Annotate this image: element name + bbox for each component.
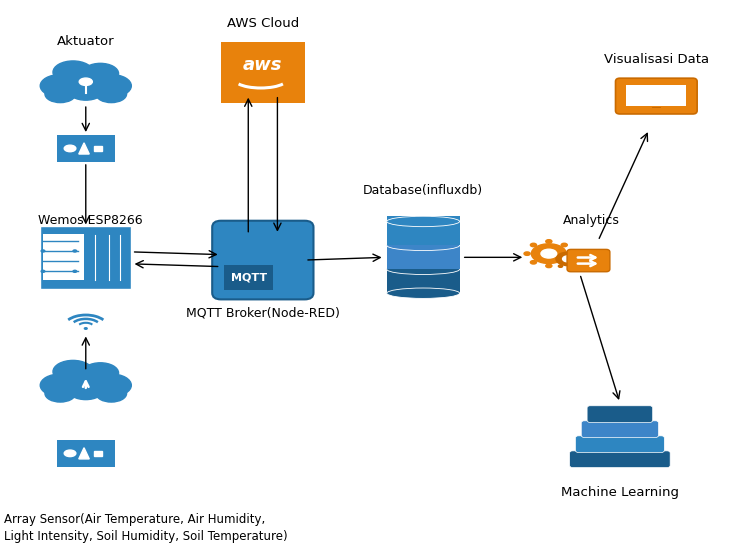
Ellipse shape	[387, 216, 460, 226]
Ellipse shape	[53, 360, 93, 383]
Ellipse shape	[82, 363, 119, 384]
Ellipse shape	[556, 252, 580, 266]
Ellipse shape	[387, 288, 460, 299]
Ellipse shape	[96, 385, 127, 402]
Ellipse shape	[64, 145, 76, 152]
FancyBboxPatch shape	[212, 221, 313, 299]
Text: Analytics: Analytics	[563, 214, 620, 228]
Bar	[652, 108, 660, 112]
Ellipse shape	[82, 63, 119, 84]
Ellipse shape	[96, 85, 127, 103]
Text: Machine Learning: Machine Learning	[561, 486, 679, 499]
FancyBboxPatch shape	[576, 436, 664, 452]
Ellipse shape	[41, 270, 45, 273]
Text: Aktuator: Aktuator	[57, 35, 114, 48]
Ellipse shape	[546, 264, 552, 268]
Ellipse shape	[567, 252, 573, 255]
Text: Array Sensor(Air Temperature, Air Humidity,
Light Intensity, Soil Humidity, Soil: Array Sensor(Air Temperature, Air Humidi…	[4, 513, 287, 543]
Bar	[387, 216, 460, 245]
Ellipse shape	[53, 61, 93, 83]
Ellipse shape	[581, 258, 585, 260]
Ellipse shape	[531, 261, 537, 264]
Ellipse shape	[45, 385, 76, 402]
FancyBboxPatch shape	[567, 249, 610, 272]
Ellipse shape	[73, 250, 77, 252]
Ellipse shape	[559, 265, 562, 268]
Bar	[626, 85, 686, 107]
Polygon shape	[79, 448, 89, 459]
Ellipse shape	[551, 258, 555, 260]
Ellipse shape	[41, 374, 80, 397]
FancyBboxPatch shape	[57, 440, 115, 467]
Ellipse shape	[91, 74, 131, 97]
Ellipse shape	[60, 365, 112, 395]
Ellipse shape	[85, 327, 87, 329]
Bar	[387, 240, 460, 269]
Ellipse shape	[68, 80, 104, 100]
Ellipse shape	[79, 78, 92, 85]
Ellipse shape	[387, 240, 460, 250]
FancyBboxPatch shape	[57, 135, 115, 162]
FancyBboxPatch shape	[587, 406, 653, 422]
Text: Database(influxdb): Database(influxdb)	[363, 184, 483, 198]
Ellipse shape	[64, 450, 76, 457]
Ellipse shape	[45, 85, 76, 103]
Text: MQTT Broker(Node-RED): MQTT Broker(Node-RED)	[186, 306, 340, 319]
Ellipse shape	[559, 250, 562, 253]
Ellipse shape	[73, 270, 77, 273]
Text: Wemos ESP8266: Wemos ESP8266	[38, 214, 143, 226]
Text: Visualisasi Data: Visualisasi Data	[604, 53, 709, 66]
Ellipse shape	[561, 261, 567, 264]
Text: aws: aws	[243, 56, 282, 74]
FancyBboxPatch shape	[41, 225, 131, 289]
Ellipse shape	[60, 65, 112, 95]
FancyBboxPatch shape	[570, 451, 670, 467]
Bar	[94, 451, 102, 456]
FancyBboxPatch shape	[581, 421, 658, 437]
Ellipse shape	[562, 256, 573, 262]
Text: AWS Cloud: AWS Cloud	[227, 17, 299, 30]
Ellipse shape	[68, 379, 104, 400]
Bar	[43, 234, 84, 280]
FancyBboxPatch shape	[615, 78, 697, 114]
Bar	[387, 264, 460, 293]
FancyBboxPatch shape	[221, 42, 304, 103]
Ellipse shape	[387, 264, 460, 275]
Ellipse shape	[573, 250, 578, 253]
Ellipse shape	[91, 374, 131, 397]
Ellipse shape	[561, 243, 567, 247]
Bar	[224, 265, 273, 290]
Ellipse shape	[41, 250, 45, 252]
Bar	[94, 146, 102, 151]
Ellipse shape	[541, 249, 556, 258]
Polygon shape	[79, 143, 89, 154]
Ellipse shape	[546, 240, 552, 243]
Text: MQTT: MQTT	[231, 273, 267, 282]
Ellipse shape	[531, 243, 537, 247]
Ellipse shape	[524, 252, 530, 255]
Bar	[634, 108, 679, 113]
Ellipse shape	[531, 244, 566, 264]
Ellipse shape	[41, 74, 80, 97]
Ellipse shape	[573, 265, 578, 268]
